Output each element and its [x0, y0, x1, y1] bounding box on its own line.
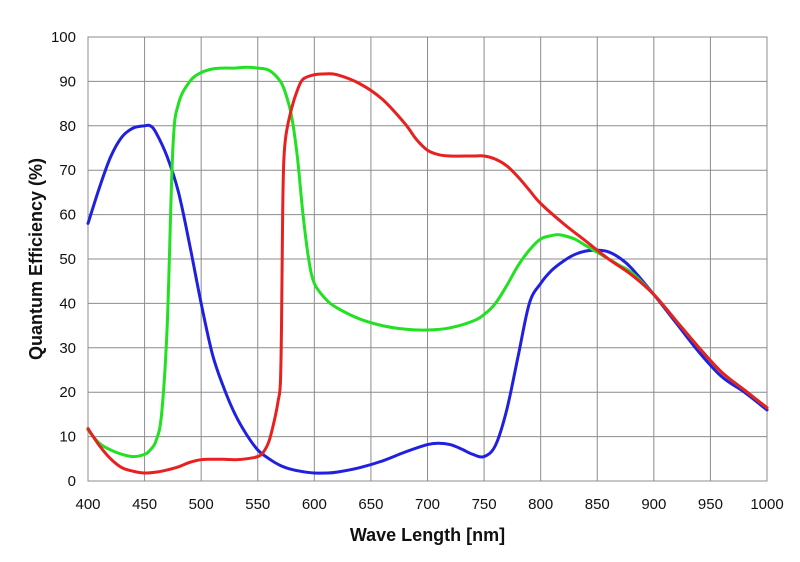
y-axis-title: Quantum Efficiency (%) [26, 158, 46, 360]
x-tick-label: 1000 [750, 496, 783, 513]
y-tick-label: 40 [59, 295, 76, 312]
y-tick-label: 60 [59, 207, 76, 224]
x-tick-label: 800 [528, 496, 553, 513]
y-tick-label: 100 [51, 29, 76, 46]
x-tick-label: 750 [472, 496, 497, 513]
series-line-3 [86, 72, 769, 475]
x-tick-label: 900 [641, 496, 666, 513]
y-tick-label: 0 [68, 473, 76, 490]
y-tick-label: 90 [59, 73, 76, 90]
grid [87, 36, 768, 482]
series-line-2 [86, 65, 769, 459]
y-tick-label: 70 [59, 162, 76, 179]
x-axis-title: Wave Length [nm] [350, 525, 505, 545]
series-group [86, 65, 769, 475]
y-tick-label: 20 [59, 384, 76, 401]
x-tick-label: 500 [189, 496, 214, 513]
x-tick-label: 850 [585, 496, 610, 513]
x-tick-label: 450 [132, 496, 157, 513]
x-tick-label: 600 [302, 496, 327, 513]
y-tick-label: 10 [59, 429, 76, 446]
y-axis-tick-labels: 0 10 20 30 40 50 60 70 80 90 100 [51, 29, 76, 490]
x-tick-label: 400 [75, 496, 100, 513]
x-axis-tick-labels: 400 450 500 550 600 650 700 750 800 850 900 950 1000 [75, 496, 783, 513]
y-tick-label: 30 [59, 340, 76, 357]
x-tick-label: 950 [698, 496, 723, 513]
x-tick-label: 550 [245, 496, 270, 513]
y-tick-label: 50 [59, 251, 76, 268]
y-tick-label: 80 [59, 118, 76, 135]
x-tick-label: 650 [358, 496, 383, 513]
plot-area-frame [87, 36, 768, 482]
x-tick-label: 700 [415, 496, 440, 513]
